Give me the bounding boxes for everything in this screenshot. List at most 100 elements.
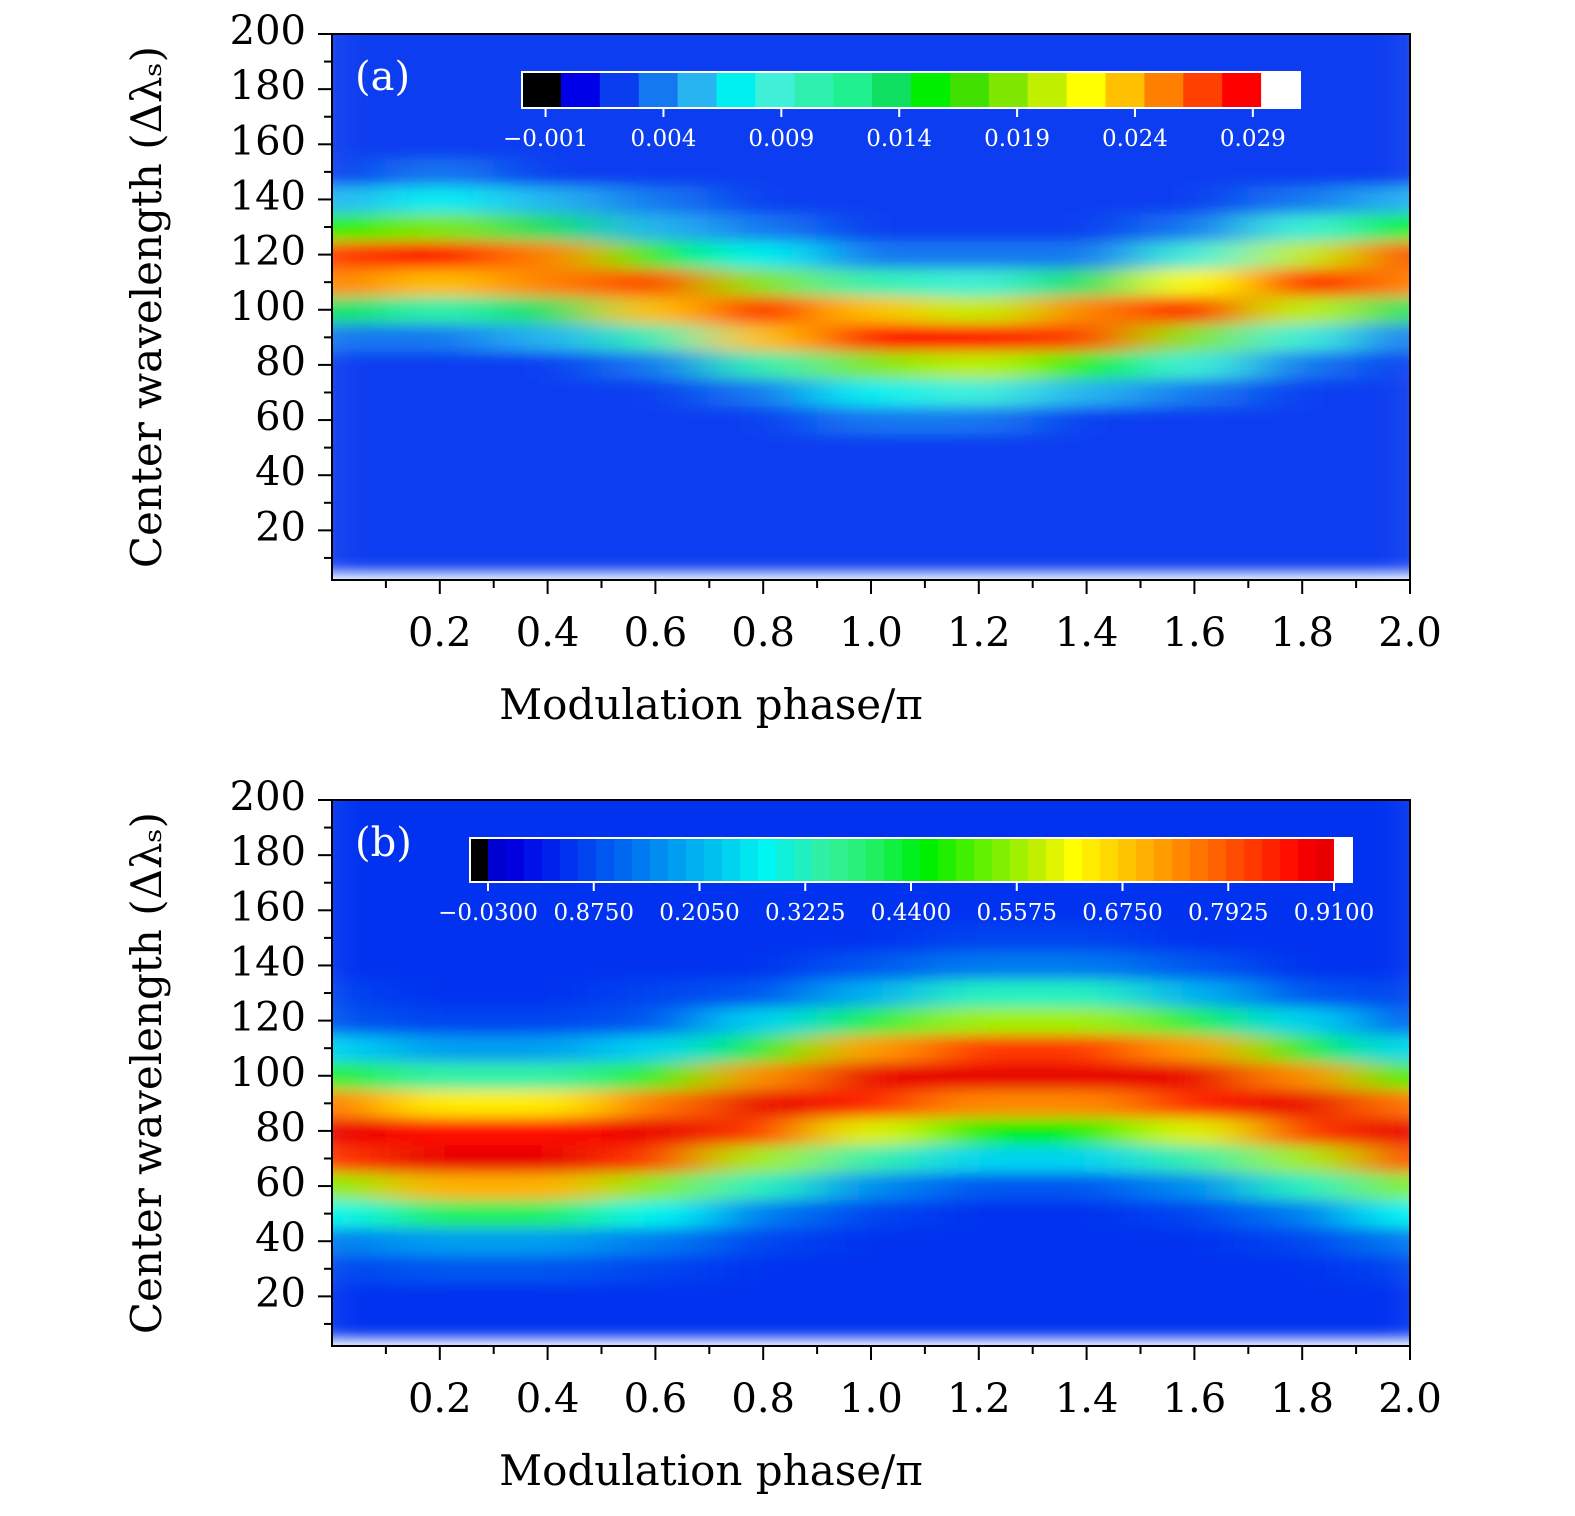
y-tick-label: 60 [255,394,306,440]
colorbar-bin [506,838,525,882]
heat-cell [1032,405,1141,435]
colorbar-bin [1100,838,1119,882]
heat-cell [601,516,710,545]
y-tick-label: 200 [230,8,306,54]
heat-cell [708,433,818,462]
x-tick-label: 1.6 [1163,1376,1227,1422]
heat-cell [1355,840,1410,870]
heatmap-cells [332,34,1410,573]
heat-cell [708,800,818,815]
heat-cell [1355,267,1410,297]
heat-cell [1140,1309,1249,1339]
heat-cell [1247,350,1357,380]
heat-cell [493,1061,602,1091]
y-tick-label: 40 [255,1215,306,1261]
heat-cell [332,840,387,870]
heat-cell [708,1089,818,1118]
heat-cell [493,157,602,187]
x-tick-label: 1.0 [839,610,903,656]
colorbar-bin [1027,72,1068,108]
heat-cell [708,405,818,435]
heat-cell [924,923,1034,953]
y-tick-label: 160 [230,884,306,930]
heat-cell [1032,157,1141,187]
heat-cell [816,157,926,187]
heat-cell [816,295,926,325]
panel-label: (a) [355,54,410,100]
heat-cell [1355,1226,1410,1256]
heat-cell [385,923,495,953]
y-tick-label: 80 [255,339,306,385]
heat-cell [1247,543,1357,573]
heat-cell [708,978,818,1008]
heat-cell [816,1226,926,1256]
colorbar-bin [920,838,939,882]
heat-cell [1032,323,1141,352]
heat-cell [1247,1282,1357,1311]
heat-cell [1140,516,1249,545]
heat-cell [1032,1309,1141,1339]
heat-cell [816,1254,926,1284]
colorbar-bin [686,838,705,882]
heat-cell [1247,1144,1357,1173]
heat-cell [924,323,1034,352]
heat-cell [1140,240,1249,269]
heat-cell [924,1226,1034,1256]
heat-cell [332,1226,387,1256]
heat-cell [1355,1144,1410,1173]
heat-cell [493,433,602,462]
heat-cell [1355,1171,1410,1201]
heat-cell [385,74,495,104]
heat-cell [924,1144,1034,1173]
heat-cell [1355,460,1410,490]
heat-cell [1247,896,1357,925]
colorbar-tick-label: −0.001 [503,126,588,152]
colorbar-bin [632,838,651,882]
heat-cell [385,800,495,815]
x-tick-label: 1.8 [1270,610,1334,656]
heat-cell [1032,1282,1141,1311]
colorbar-tick-label: 0.3225 [765,900,845,926]
heat-cell [1247,1033,1357,1063]
x-tick-label: 0.4 [516,1376,580,1422]
heat-cell [1032,295,1141,325]
heat-cell [816,185,926,214]
x-tick-label: 1.2 [947,610,1011,656]
heat-cell [1355,978,1410,1008]
heat-cell [601,433,710,462]
heat-cell [385,543,495,573]
heat-cell [816,460,926,490]
x-tick-label: 2.0 [1378,610,1442,656]
heat-cell [493,488,602,518]
heat-cell [816,433,926,462]
x-tick-label: 0.8 [731,610,795,656]
heat-cell [1140,1282,1249,1311]
heat-cell [493,1199,602,1228]
colorbar-bin [911,72,951,108]
heat-cell [385,130,495,159]
x-axis-label: Modulation phase/π [499,1446,923,1495]
heat-cell [708,923,818,953]
y-tick-label: 100 [230,1050,306,1096]
heat-cell [924,130,1034,159]
heat-cell [601,951,710,980]
heat-cell [332,47,387,76]
heat-cell [493,1282,602,1311]
heat-cell [708,295,818,325]
heat-cell [816,800,926,815]
colorbar-tick-label: 0.9100 [1294,900,1374,926]
heat-cell [924,1254,1034,1284]
heat-cell [332,323,387,352]
heat-cell [1247,34,1357,49]
colorbar-bin [542,838,561,882]
x-tick-label: 1.4 [1055,610,1119,656]
heat-cell [385,1116,495,1146]
heat-cell [708,323,818,352]
colorbar-bin [848,838,867,882]
heat-cell [816,1199,926,1228]
heat-cell [924,1309,1034,1339]
colorbar-bin [704,838,723,882]
heat-cell [493,350,602,380]
heat-cell [332,813,387,842]
